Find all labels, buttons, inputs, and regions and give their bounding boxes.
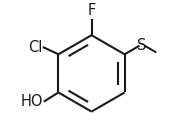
Text: F: F [87, 3, 96, 18]
Text: S: S [137, 38, 146, 53]
Text: Cl: Cl [28, 39, 42, 55]
Text: HO: HO [21, 94, 43, 109]
